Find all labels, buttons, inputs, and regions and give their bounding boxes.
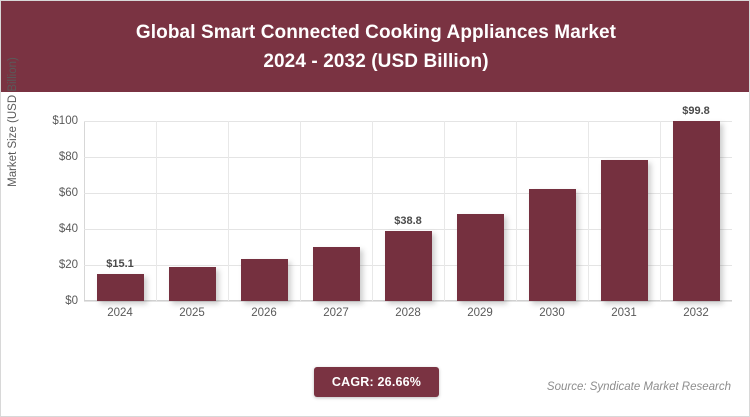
gridline: $0 <box>65 295 732 307</box>
x-axis-tick-2027: 2027 <box>323 307 349 319</box>
bar-slot <box>312 121 360 301</box>
x-axis-tick-2030: 2030 <box>539 307 565 319</box>
category-separator <box>300 121 301 301</box>
y-axis-tick-label: $0 <box>65 295 78 307</box>
gridline: $40 <box>59 223 732 235</box>
category-separator <box>228 121 229 301</box>
bar-2028 <box>384 231 432 301</box>
bar-2025 <box>168 266 216 301</box>
x-axis-tick-2032: 2032 <box>683 307 709 319</box>
x-axis-tick-2026: 2026 <box>251 307 277 319</box>
gridline: $60 <box>59 187 732 199</box>
x-axis-tick-2031: 2031 <box>611 307 637 319</box>
bar-2024 <box>96 273 144 301</box>
bar-2031 <box>600 159 648 301</box>
y-axis-title: Market Size (USD Billion) <box>7 57 19 187</box>
bar-slot: $38.8 <box>384 121 432 301</box>
category-separator <box>660 121 661 301</box>
y-axis-tick-label: $40 <box>58 223 78 235</box>
bar-slot <box>600 121 648 301</box>
category-separator <box>444 121 445 301</box>
bar-slot: $15.1 <box>96 121 144 301</box>
plot-canvas: $0 $20 $40 $60 $80 $100 $15.1 $38.8 $99.8 2024 2… <box>52 105 732 319</box>
cagr-badge: CAGR: 26.66% <box>314 367 439 397</box>
x-axis-tick-2024: 2024 <box>107 307 133 319</box>
bar-2032 <box>672 121 720 301</box>
chart-title-line-2: 2024 - 2032 (USD Billion) <box>263 50 489 72</box>
y-axis-tick-label: $60 <box>58 187 78 199</box>
chart-plot-area: Market Size (USD Billion) $0 $20 $40 $60 $80… <box>1 57 749 416</box>
gridline: $100 <box>52 115 732 127</box>
bar-value-label-2024: $15.1 <box>106 257 134 270</box>
bars-group: $15.1 $38.8 $99.8 <box>84 105 732 301</box>
chart-title-line-1: Global Smart Connected Cooking Appliance… <box>135 21 617 43</box>
y-axis-tick-label: $80 <box>58 151 78 163</box>
bar-value-label-2028: $38.8 <box>394 215 422 228</box>
bar-slot <box>168 121 216 301</box>
x-axis-tick-2025: 2025 <box>179 307 205 319</box>
bar-2027 <box>312 246 360 301</box>
bar-2029 <box>456 213 504 301</box>
category-separator <box>372 121 373 301</box>
bar-slot <box>528 121 576 301</box>
chart-header-banner: Global Smart Connected Cooking Appliance… <box>1 1 749 92</box>
category-separator <box>516 121 517 301</box>
bar-slot: $99.8 <box>672 105 720 301</box>
bar-slot <box>240 121 288 301</box>
bar-2026 <box>240 258 288 301</box>
bar-value-label-2032: $99.8 <box>682 105 710 118</box>
category-separator <box>588 121 589 301</box>
y-axis-tick-label: $20 <box>58 259 78 271</box>
x-axis-tick-2029: 2029 <box>467 307 493 319</box>
x-axis-tick-2028: 2028 <box>395 307 421 319</box>
y-axis-line <box>84 121 85 301</box>
gridline: $80 <box>59 151 732 163</box>
y-axis-tick-label: $100 <box>52 115 78 127</box>
source-note: Source: Syndicate Market Research <box>546 381 731 393</box>
bar-slot <box>456 121 504 301</box>
category-separator <box>156 121 157 301</box>
bar-2030 <box>528 189 576 301</box>
